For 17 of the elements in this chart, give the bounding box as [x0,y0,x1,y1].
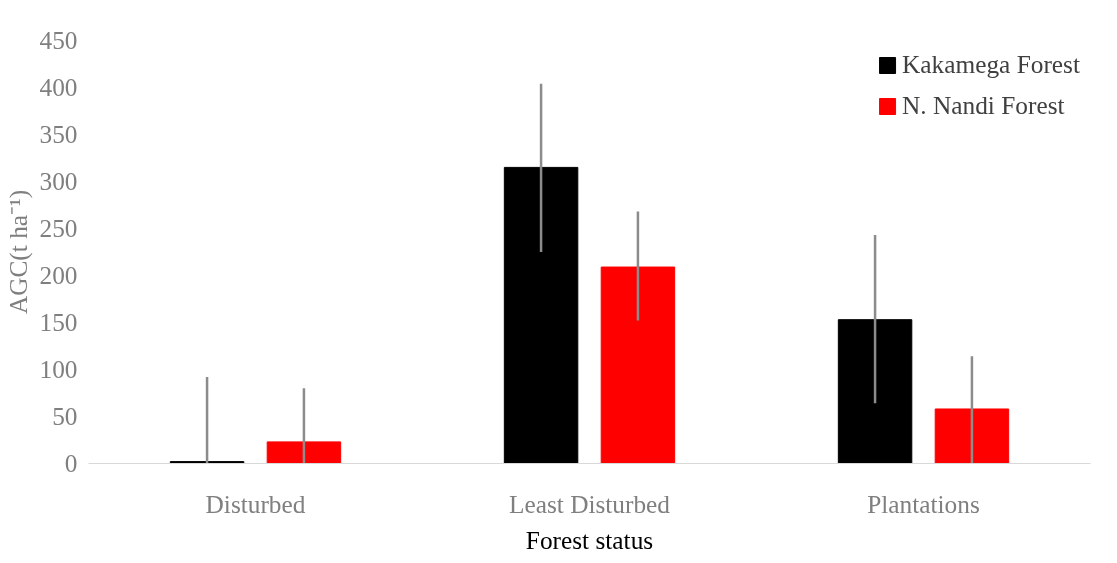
x-tick-label: Plantations [867,489,980,518]
y-tick-label: 300 [39,167,78,195]
y-tick-label: 350 [39,120,78,148]
x-tick-label: Least Disturbed [508,489,671,518]
y-tick-label: 100 [39,355,78,383]
legend-label: Kakamega Forest [902,50,1080,79]
x-tick-label: Disturbed [205,489,306,518]
y-tick-label: 0 [64,449,78,477]
y-tick-label: 50 [52,402,78,430]
y-tick-label: 200 [39,261,78,289]
y-tick-label: 150 [39,308,78,336]
y-axis-title: AGC(t ha⁻¹) [3,189,33,315]
y-tick-label: 250 [39,214,78,242]
y-tick-label: 450 [39,26,78,54]
legend-label: N. Nandi Forest [902,91,1065,120]
y-tick-label: 400 [39,73,78,101]
x-axis-title: Forest status [525,525,654,554]
